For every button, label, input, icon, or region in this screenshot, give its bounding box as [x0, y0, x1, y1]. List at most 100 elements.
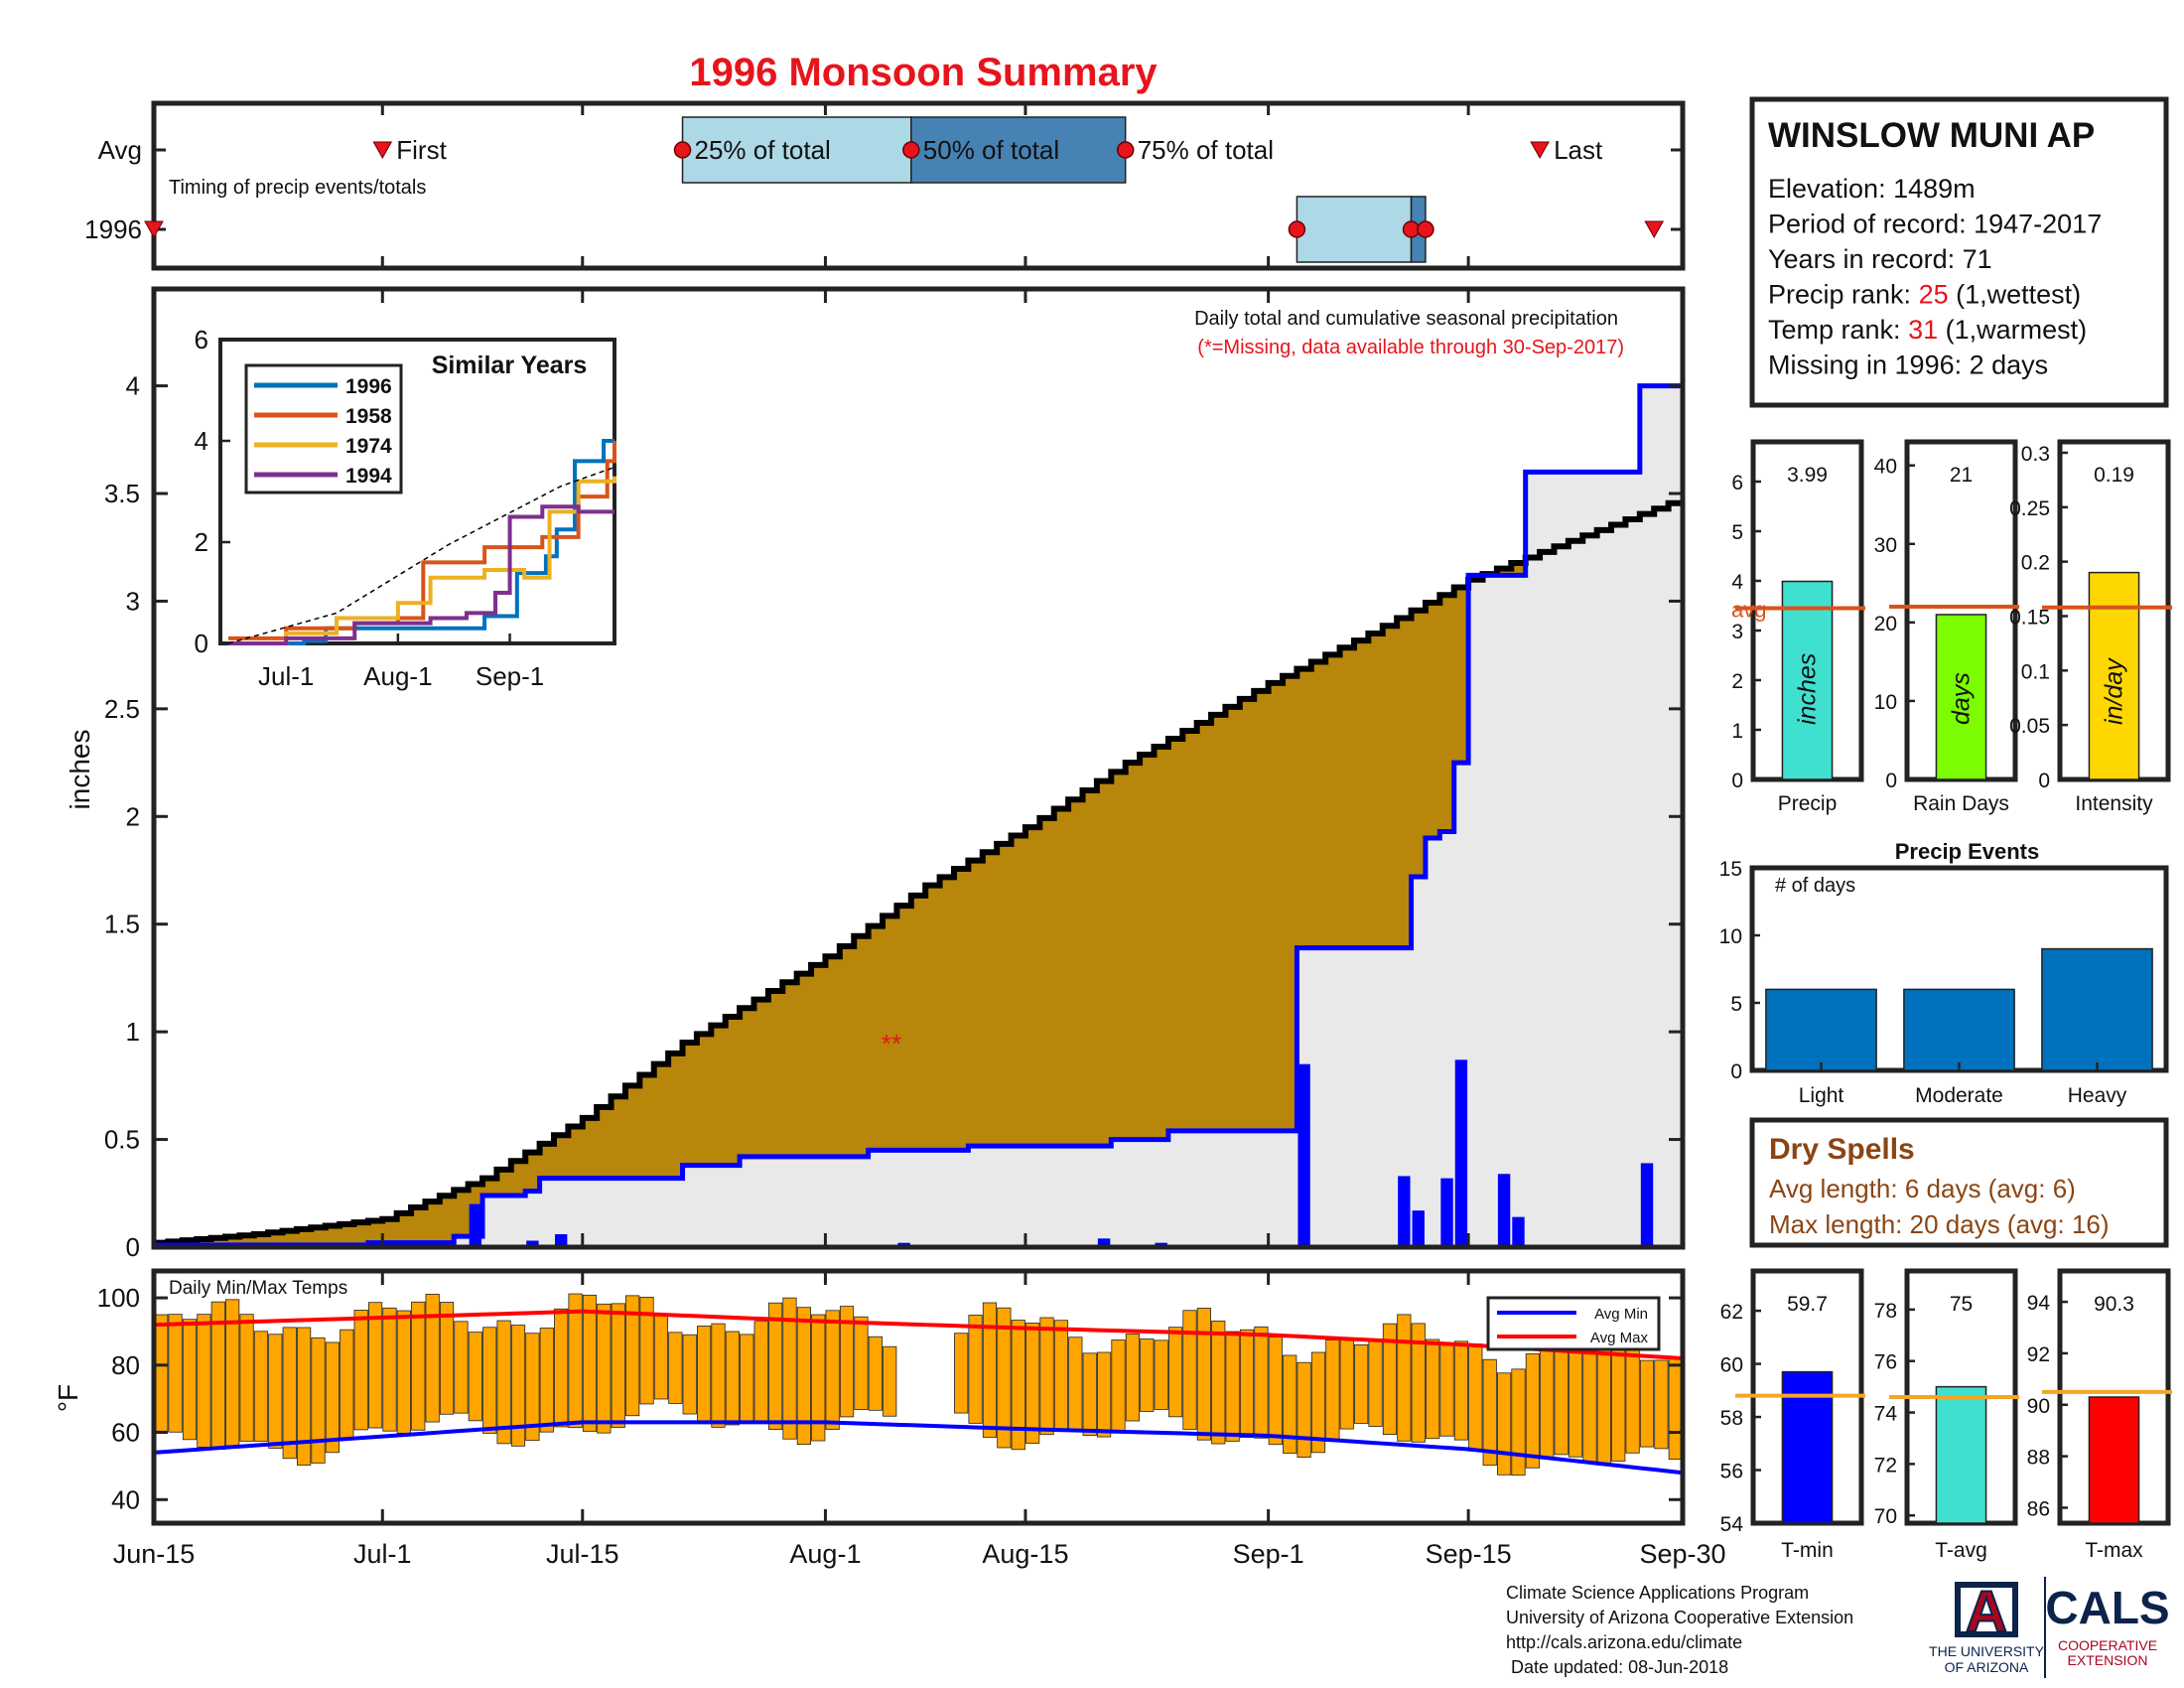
- summary-y-tick-label: 0: [1885, 770, 1897, 792]
- daily-temp-bar: [1167, 1327, 1183, 1418]
- daily-precip-bar: [1640, 1163, 1654, 1247]
- daily-precip-bar: [1440, 1178, 1453, 1247]
- station-info-label: Temp rank:: [1768, 315, 1908, 345]
- y1996-last-marker: [1644, 220, 1665, 239]
- precip-chart-missing-note: (*=Missing, data available through 30-Se…: [1197, 337, 1624, 358]
- summary-bar-panels: 3.99inchesavg0123456Precip21days01020304…: [1720, 439, 2172, 1562]
- daily-temp-bar: [539, 1328, 554, 1433]
- precip-events-y-tick-label: 5: [1730, 993, 1742, 1016]
- avg-25-50-box: [681, 116, 912, 184]
- precip-events-y-tick-label: 0: [1730, 1060, 1742, 1083]
- below-average-area: [154, 385, 1683, 1245]
- summary-y-tick-label: 0.05: [2009, 715, 2050, 738]
- precip-event-bar-heavy: [2041, 947, 2153, 1071]
- similar-years-inset: 0 2 4 6 Jul-1 Aug-1 Sep-1 1996 1958 1974 1994 Simi…: [195, 325, 616, 691]
- daily-temp-bar: [982, 1302, 998, 1438]
- summary-panel-intensity: 0.19 in/day 0 0.05 0.1 0.15 0.2 0.25 0.3 Intensit…: [2009, 439, 2172, 815]
- footer-line-url: http://cals.arizona.edu/climate: [1506, 1632, 1742, 1652]
- inset-x-tick-label: Jul-1: [258, 661, 314, 691]
- inset-y-tick-label: 2: [195, 527, 208, 557]
- similar-years-legend: 1996 1958 1974 1994: [244, 363, 403, 494]
- precip-events-y-tick-label: 15: [1719, 858, 1742, 881]
- timing-row-label-avg: Avg: [98, 135, 142, 165]
- precip-y-tick-label: 3: [126, 586, 140, 616]
- precip-chart: 0 0.5 1 1.5 2 2.5 3 3.5 4 Daily total and cumula…: [65, 286, 1686, 1262]
- station-info-box: WINSLOW MUNI AP Elevation: 1489m Period o…: [1749, 96, 2169, 408]
- date-axis-label: Sep-1: [1233, 1539, 1304, 1569]
- daily-temp-bar: [1368, 1338, 1383, 1427]
- temperature-legend-frame: [1486, 1296, 1661, 1351]
- daily-temp-bar: [1668, 1356, 1683, 1461]
- avg-50-75-box: [910, 116, 1127, 184]
- daily-temp-bar: [1354, 1343, 1369, 1424]
- precip-y-tick-label: 0: [126, 1232, 140, 1262]
- summary-unit-label: days: [1948, 672, 1976, 725]
- cals-logo-text: CALS: [2045, 1582, 2169, 1633]
- daily-temp-bar: [268, 1334, 283, 1449]
- inset-y-tick-label: 4: [195, 426, 208, 456]
- precip-event-category: Moderate: [1915, 1084, 2003, 1107]
- daily-precip-bar: [554, 1233, 568, 1247]
- avg-last-marker: [1530, 141, 1550, 160]
- summary-y-tick-label: 54: [1720, 1513, 1744, 1536]
- footer-line-updated: Date updated: 08-Jun-2018: [1506, 1657, 1728, 1677]
- precip-y-tick-label: 2.5: [104, 694, 140, 724]
- daily-temp-bar: [1625, 1345, 1640, 1454]
- summary-bar: [2088, 1396, 2140, 1524]
- summary-category-label: Intensity: [2075, 792, 2153, 815]
- summary-y-tick-label: 74: [1874, 1403, 1898, 1426]
- inset-y-tick-label: 0: [195, 629, 208, 658]
- cals-logo-sub-1: COOPERATIVE: [2058, 1637, 2157, 1653]
- daily-temp-bar: [239, 1314, 254, 1442]
- footer-line-university: University of Arizona Cooperative Extens…: [1506, 1608, 1853, 1627]
- station-info-frame: [1749, 96, 2169, 408]
- summary-value-label: 0.19: [2094, 464, 2134, 487]
- cals-logo-sub-2: EXTENSION: [2068, 1652, 2148, 1668]
- daily-temp-bar: [197, 1314, 211, 1448]
- daily-temp-bar: [496, 1320, 511, 1445]
- daily-precip-bar: [1097, 1238, 1111, 1247]
- daily-temp-bar: [682, 1334, 697, 1415]
- summary-bar: [1935, 614, 1987, 780]
- daily-temp-bar: [282, 1327, 297, 1460]
- daily-temp-bar: [568, 1293, 583, 1429]
- daily-temp-bar: [1496, 1372, 1512, 1476]
- summary-y-tick-label: 92: [2027, 1343, 2050, 1366]
- summary-y-tick-label: 4: [1731, 571, 1743, 594]
- daily-temp-bar: [1068, 1336, 1083, 1432]
- daily-temp-bar: [711, 1323, 726, 1428]
- dry-spells-frame: [1749, 1117, 2169, 1248]
- summary-y-tick-label: 0.3: [2021, 443, 2050, 466]
- cumulative-1996-fill: [154, 385, 1683, 1248]
- station-info-line: Precip rank: 25 (1,wettest): [1768, 280, 2081, 310]
- daily-temp-bar: [796, 1307, 811, 1445]
- legend-avg-min-label: Avg Min: [1594, 1306, 1648, 1323]
- daily-temp-bar: [311, 1336, 326, 1464]
- precip-event-category: Heavy: [2068, 1084, 2127, 1107]
- summary-y-tick-label: 88: [2027, 1447, 2050, 1470]
- precip-events-ylabel: # of days: [1775, 875, 1855, 897]
- daily-temp-bar: [525, 1333, 540, 1442]
- station-info-label: Precip rank:: [1768, 280, 1919, 310]
- daily-temp-bar: [1568, 1351, 1583, 1458]
- summary-y-tick-label: 1: [1731, 720, 1743, 743]
- daily-temp-bar: [1211, 1321, 1226, 1445]
- station-name: WINSLOW MUNI AP: [1768, 116, 2095, 155]
- daily-temp-bar: [1025, 1323, 1040, 1444]
- ua-logo-frame: [1955, 1582, 2018, 1637]
- station-rank-note: (1,wettest): [1949, 280, 2082, 310]
- daily-precip-bar: [1412, 1210, 1425, 1247]
- summary-category-label: T-max: [2085, 1539, 2143, 1562]
- daily-temp-bar: [1639, 1359, 1655, 1448]
- summary-value-label: 3.99: [1787, 464, 1828, 487]
- daily-precip-bar: [1497, 1174, 1511, 1247]
- daily-temp-bar: [253, 1331, 269, 1442]
- station-info-line: Temp rank: 31 (1,warmest): [1768, 315, 2087, 345]
- precip-y-tick-label: 1: [126, 1017, 140, 1047]
- daily-temp-bar: [1525, 1353, 1540, 1469]
- summary-panel-t-min: 59.7 54 56 58 60 62 T-min: [1720, 1268, 1865, 1562]
- date-axis-label: Jul-1: [353, 1539, 412, 1569]
- timing-row-label-1996: 1996: [84, 214, 142, 244]
- daily-precip-bar: [1454, 1059, 1468, 1247]
- daily-temp-bar: [839, 1306, 855, 1418]
